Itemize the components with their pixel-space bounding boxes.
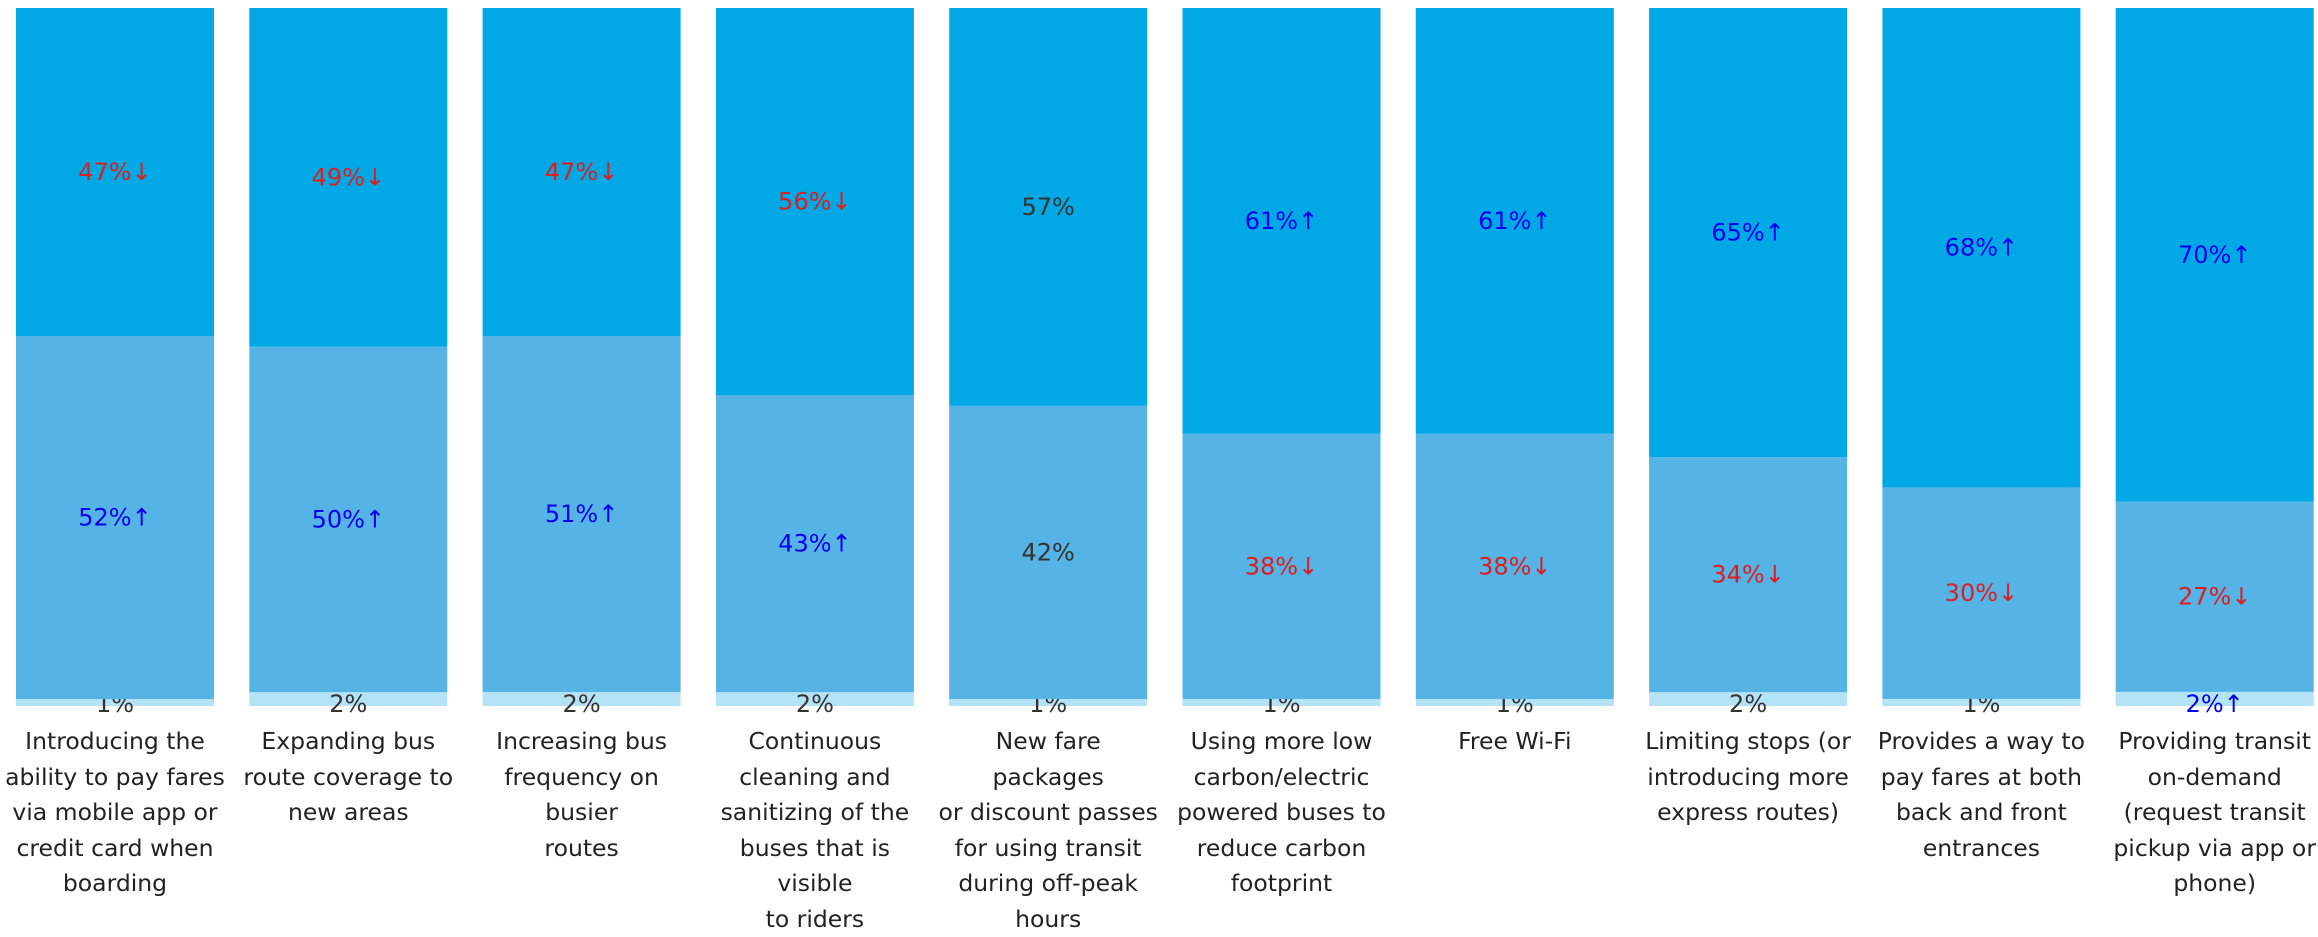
data-label-3-8: 2% bbox=[1729, 690, 1767, 718]
data-label-3-2: 2% bbox=[329, 690, 367, 718]
category-label-line: (request transit bbox=[2105, 795, 2318, 831]
category-label-line: reduce carbon bbox=[1172, 831, 1392, 867]
category-label-line: via mobile app or bbox=[5, 795, 225, 831]
data-label-3-4: 2% bbox=[796, 690, 834, 718]
data-label-1-9: 68%↑ bbox=[1945, 234, 2018, 262]
category-label-line: Continuous bbox=[705, 724, 925, 760]
data-label-2-1: 52%↑ bbox=[78, 504, 151, 532]
data-label-3-10: 2%↑ bbox=[2186, 690, 2244, 718]
category-label-line: phone) bbox=[2105, 866, 2318, 902]
category-label-line: entrances bbox=[1871, 831, 2091, 867]
category-label-line: cleaning and bbox=[705, 760, 925, 796]
category-label-line: carbon/electric bbox=[1172, 760, 1392, 796]
data-label-1-4: 56%↓ bbox=[778, 188, 851, 216]
category-label-line: frequency on busier bbox=[472, 760, 692, 831]
category-label-line: Limiting stops (or bbox=[1638, 724, 1858, 760]
data-label-2-6: 38%↓ bbox=[1245, 552, 1318, 580]
category-label-line: Expanding bus bbox=[238, 724, 458, 760]
data-label-2-3: 51%↑ bbox=[545, 500, 618, 528]
category-label-line: during off-peak bbox=[938, 866, 1158, 902]
category-label-line: on-demand bbox=[2105, 760, 2318, 796]
data-label-2-2: 50%↑ bbox=[312, 505, 385, 533]
category-label-line: to riders bbox=[705, 902, 925, 937]
data-label-2-10: 27%↓ bbox=[2178, 583, 2251, 611]
data-label-1-8: 65%↑ bbox=[1711, 219, 1784, 247]
data-label-2-9: 30%↓ bbox=[1945, 579, 2018, 607]
category-label-line: pickup via app or bbox=[2105, 831, 2318, 867]
category-label-line: Increasing bus bbox=[472, 724, 692, 760]
category-label-line: Using more low bbox=[1172, 724, 1392, 760]
category-label-line: powered buses to bbox=[1172, 795, 1392, 831]
category-label-line: Provides a way to bbox=[1871, 724, 2091, 760]
category-label-line: footprint bbox=[1172, 866, 1392, 902]
category-label-line: Free Wi-Fi bbox=[1405, 724, 1625, 760]
category-label-7: Free Wi-Fi bbox=[1405, 724, 1625, 760]
data-label-1-6: 61%↑ bbox=[1245, 207, 1318, 235]
data-label-2-7: 38%↓ bbox=[1478, 552, 1551, 580]
data-label-2-4: 43%↑ bbox=[778, 530, 851, 558]
category-label-line: boarding bbox=[5, 866, 225, 902]
data-label-1-3: 47%↓ bbox=[545, 158, 618, 186]
category-label-line: pay fares at both bbox=[1871, 760, 2091, 796]
category-label-line: credit card when bbox=[5, 831, 225, 867]
category-label-line: introducing more bbox=[1638, 760, 1858, 796]
category-label-line: route coverage to bbox=[238, 760, 458, 796]
category-label-line: Introducing the bbox=[5, 724, 225, 760]
category-label-line: express routes) bbox=[1638, 795, 1858, 831]
category-label-line: back and front bbox=[1871, 795, 2091, 831]
data-label-2-5: 42% bbox=[1022, 538, 1075, 566]
category-label-line: hours bbox=[938, 902, 1158, 937]
data-label-1-7: 61%↑ bbox=[1478, 207, 1551, 235]
data-label-2-8: 34%↓ bbox=[1711, 561, 1784, 589]
stacked-bar-chart: 1%52%↑47%↓2%50%↑49%↓2%51%↑47%↓2%43%↑56%↓… bbox=[0, 0, 2318, 891]
category-label-line: for using transit bbox=[938, 831, 1158, 867]
data-label-1-2: 49%↓ bbox=[312, 163, 385, 191]
data-label-1-10: 70%↑ bbox=[2178, 241, 2251, 269]
category-label-line: or discount passes bbox=[938, 795, 1158, 831]
category-label-line: routes bbox=[472, 831, 692, 867]
category-label-line: new areas bbox=[238, 795, 458, 831]
data-label-1-5: 57% bbox=[1022, 193, 1075, 221]
category-label-line: New fare packages bbox=[938, 724, 1158, 795]
data-label-3-3: 2% bbox=[563, 690, 601, 718]
category-label-line: sanitizing of the bbox=[705, 795, 925, 831]
category-label-line: Providing transit bbox=[2105, 724, 2318, 760]
category-label-line: ability to pay fares bbox=[5, 760, 225, 796]
data-label-1-1: 47%↓ bbox=[78, 158, 151, 186]
